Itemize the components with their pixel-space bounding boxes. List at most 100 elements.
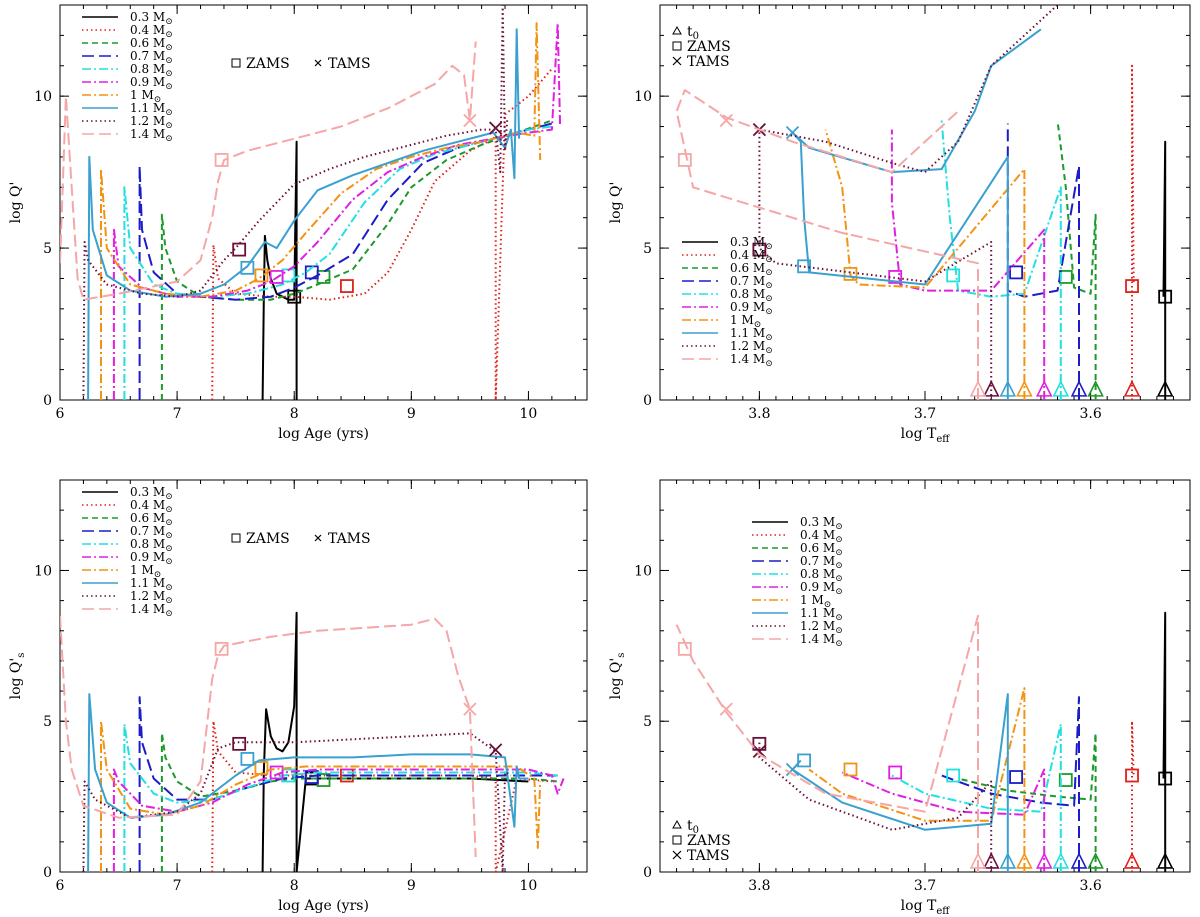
zams-legend-label: ZAMS [687,833,731,849]
x-axis-label: log Age (yrs) [278,426,369,442]
legend-label: 1.4 M⊙ [800,632,843,649]
legend-label: 0.7 M⊙ [800,554,843,571]
legend-label: 1 M⊙ [130,88,161,105]
series-line [123,125,553,400]
legend-label: 0.3 M⊙ [130,485,173,502]
series-line [87,693,529,872]
y-axis-label: log Q's [8,653,27,700]
plot-frame [59,4,588,401]
legend-label-sub: ⊙ [165,69,173,79]
t0-marker [969,380,987,397]
series-line [60,41,477,301]
series-line [891,723,1062,872]
x-tick-label: 6 [56,878,65,894]
y-tick-label: 0 [43,865,52,881]
zams-legend-label: ZAMS [687,39,731,55]
y-tick-label: 0 [43,393,52,409]
panel-top-left: 6 7 8 9 10 0 5 10 log Age (yrs) log Q' 0.3 M⊙0.4 M… [8,4,588,442]
legend-label-sub: ⊙ [765,359,773,369]
legend-label: 1.2 M⊙ [730,339,773,356]
series-line [100,22,542,400]
y-tick-label: 10 [34,89,52,105]
legend-label: 1.4 M⊙ [130,602,173,619]
legend-label-sub: ⊙ [835,574,843,584]
x-tick-label: 3.6 [1079,406,1101,422]
y-axis-label: log Q' [8,182,24,224]
tams-marker [785,125,800,140]
series-line [824,129,1026,400]
zams-marker [214,153,229,167]
zams-marker [752,736,767,751]
zams-marker [287,289,302,304]
zams-marker [254,761,269,775]
legend: 0.3 M⊙0.4 M⊙0.6 M⊙0.7 M⊙0.8 M⊙0.9 M⊙1 M⊙… [682,235,773,369]
series-line [112,22,562,400]
zams-marker [269,765,284,780]
series-line [123,723,558,872]
panel-bottom-left: 6 7 8 9 10 0 5 10 log Age (yrs) log Q's 0.3 M⊙0.4 … [8,479,588,914]
x-tick-label: 7 [173,406,182,422]
t0-marker [1052,852,1070,869]
x-tick-label: 3.8 [748,878,770,894]
zams-marker [340,279,354,293]
zams-marker [797,259,811,274]
t0-legend-sub: 0 [693,31,699,42]
legend-label-sub: ⊙ [765,268,773,278]
zams-legend-label: ZAMS [246,531,290,547]
legend-label: 0.8 M⊙ [730,287,773,304]
tams-legend-label: TAMS [687,848,730,864]
legend-label-sub: ⊙ [165,30,173,40]
legend-label-sub: ⊙ [165,557,173,567]
legend: 0.3 M⊙0.4 M⊙0.6 M⊙0.7 M⊙0.8 M⊙0.9 M⊙1 M⊙… [752,515,843,649]
y-tick-label: 0 [643,865,652,881]
legend-label-sub: ⊙ [165,505,173,515]
zams-marker [304,265,319,280]
legend-label: 1.2 M⊙ [800,619,843,636]
t0-marker [1087,380,1104,397]
legend-label: 0.8 M⊙ [130,62,173,79]
legend-label-sub: ⊙ [165,583,173,593]
legend-label: 1.2 M⊙ [130,114,173,131]
series-line [138,122,553,400]
x-axis-label: log Teff [901,426,951,445]
legend-label-sub: ⊙ [835,587,843,597]
legend-label: 0.7 M⊙ [130,49,173,66]
zams-legend-marker [231,533,241,543]
zams-marker [240,752,255,766]
zams-marker [214,641,229,656]
x-tick-label: 9 [407,878,416,894]
y-tick-label: 0 [643,393,652,409]
t0-marker [1156,380,1174,397]
legend-label: 0.9 M⊙ [800,580,843,597]
series-line [112,768,565,872]
y-tick-label: 10 [34,563,52,579]
x-axis-label: log Teff [901,898,951,917]
series-group [675,5,1174,400]
series-line [758,742,993,872]
y-axis-label: log Q's [608,653,627,700]
x-tick-label: 3.7 [914,406,936,422]
y-tick-label: 5 [643,714,652,730]
series-line [87,28,521,400]
t0-marker [1156,852,1174,869]
plot-frame [659,479,1191,873]
zams-marker [843,762,858,777]
zams-marker [946,768,961,783]
legend-label: 0.6 M⊙ [800,541,843,558]
zams-marker [677,153,692,167]
zams-marker [843,267,858,281]
series-line [808,687,1026,872]
x-tick-label: 3.6 [1079,878,1101,894]
legend-label-sub: ⊙ [754,320,762,330]
t0-marker [1070,852,1088,869]
legend-label: 1.4 M⊙ [130,127,173,144]
series-line [1006,123,1080,400]
zams-marker [232,242,247,257]
zams-legend-label: ZAMS [246,56,290,72]
legend-label: 0.9 M⊙ [130,75,173,92]
y-axis-label: log Q' [608,182,624,224]
legend-label-sub: ⊙ [165,544,173,554]
x-axis-label-sub: eff [936,906,950,917]
t0-marker [1016,380,1033,397]
